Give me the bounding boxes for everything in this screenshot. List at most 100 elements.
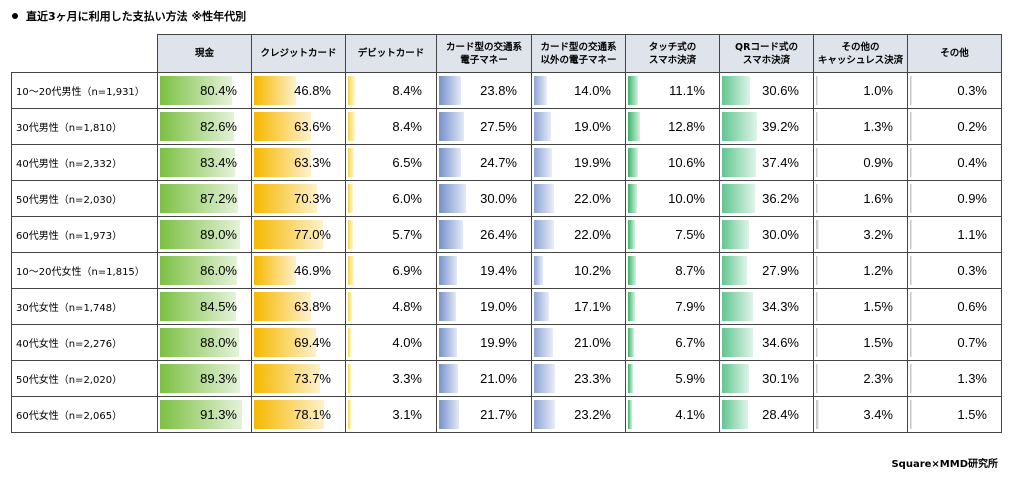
column-header-line1: デビットカード (357, 48, 425, 59)
data-label: 83.4% (200, 155, 237, 170)
data-cell: 3.2% (813, 216, 908, 253)
data-bar (348, 256, 354, 285)
data-cell: 39.2% (719, 108, 814, 145)
data-cell: 22.0% (531, 216, 626, 253)
data-cell: 4.0% (345, 324, 437, 361)
header-row: 現金 クレジットカード デビットカード カード型の交通系 電子マネー カード型の交通系 以外… (11, 34, 1002, 73)
column-header-line1: QRコード式の (735, 41, 798, 53)
data-bar (722, 328, 754, 357)
data-label: 10.2% (574, 263, 611, 278)
data-bar (816, 184, 818, 213)
data-bar (910, 400, 912, 429)
data-bar (722, 220, 749, 249)
data-cell: 1.1% (907, 216, 1002, 253)
data-label: 73.7% (294, 371, 331, 386)
data-bar (722, 112, 758, 141)
data-bar (348, 112, 356, 141)
data-cell: 3.1% (345, 396, 437, 433)
data-bar (628, 76, 638, 105)
data-label: 4.1% (675, 407, 705, 422)
data-bar (160, 220, 241, 249)
row-label: 30代男性（n=1,810） (11, 108, 158, 145)
column-header-line2: キャッシュレス決済 (817, 54, 904, 66)
data-bar (628, 328, 635, 357)
data-bar (534, 148, 552, 177)
data-bar (254, 220, 324, 249)
data-label: 88.0% (200, 335, 237, 350)
data-label: 34.3% (762, 299, 799, 314)
data-cell: 69.4% (251, 324, 346, 361)
data-label: 30.1% (762, 371, 799, 386)
data-bar (254, 112, 312, 141)
column-header-line1: カード型の交通系 (540, 41, 617, 53)
data-cell: 63.3% (251, 144, 346, 181)
data-cell: 34.6% (719, 324, 814, 361)
data-bar (628, 220, 635, 249)
column-header: カード型の交通系 電子マネー (436, 34, 532, 73)
data-label: 19.4% (480, 263, 517, 278)
data-cell: 6.0% (345, 180, 437, 217)
data-label: 0.6% (957, 299, 987, 314)
data-label: 63.6% (294, 119, 331, 134)
data-cell: 30.0% (436, 180, 532, 217)
data-label: 1.6% (863, 191, 893, 206)
data-bar (722, 76, 750, 105)
data-cell: 1.2% (813, 252, 908, 289)
data-bar (348, 364, 351, 393)
column-header-line2: スマホ決済 (742, 54, 791, 66)
data-cell: 3.3% (345, 360, 437, 397)
data-label: 5.9% (675, 371, 705, 386)
data-label: 46.8% (294, 83, 331, 98)
corner-cell (11, 34, 158, 73)
data-cell: 1.5% (813, 288, 908, 325)
data-bar (722, 184, 755, 213)
data-cell: 23.8% (436, 72, 532, 109)
data-bar (534, 112, 552, 141)
data-label: 89.3% (200, 371, 237, 386)
data-bar (534, 400, 555, 429)
data-cell: 4.8% (345, 288, 437, 325)
data-label: 86.0% (200, 263, 237, 278)
data-label: 4.0% (392, 335, 422, 350)
data-cell: 17.1% (531, 288, 626, 325)
data-table: 現金 クレジットカード デビットカード カード型の交通系 電子マネー カード型の交通系 以外… (11, 34, 1002, 433)
data-cell: 82.6% (157, 108, 252, 145)
data-bar (348, 328, 352, 357)
data-label: 27.5% (480, 119, 517, 134)
data-label: 19.0% (480, 299, 517, 314)
data-cell: 0.2% (907, 108, 1002, 145)
data-cell: 8.4% (345, 72, 437, 109)
data-bar (160, 184, 239, 213)
column-header: その他 (907, 34, 1002, 73)
data-cell: 14.0% (531, 72, 626, 109)
data-cell: 83.4% (157, 144, 252, 181)
data-cell: 0.7% (907, 324, 1002, 361)
data-label: 14.0% (574, 83, 611, 98)
data-label: 6.9% (392, 263, 422, 278)
data-label: 27.9% (762, 263, 799, 278)
data-cell: 0.6% (907, 288, 1002, 325)
data-cell: 19.9% (531, 144, 626, 181)
data-label: 10.6% (668, 155, 705, 170)
data-cell: 89.0% (157, 216, 252, 253)
data-label: 11.1% (669, 83, 705, 98)
data-cell: 34.3% (719, 288, 814, 325)
data-cell: 87.2% (157, 180, 252, 217)
data-bar (160, 400, 243, 429)
data-bar (254, 148, 311, 177)
data-bar (816, 148, 818, 177)
data-bar (254, 292, 312, 321)
data-label: 23.2% (574, 407, 611, 422)
data-bar (348, 184, 354, 213)
data-label: 19.9% (480, 335, 517, 350)
data-cell: 27.9% (719, 252, 814, 289)
data-cell: 1.5% (813, 324, 908, 361)
source-credit: Square×MMD研究所 (891, 459, 998, 470)
data-cell: 8.7% (625, 252, 720, 289)
data-bar (160, 112, 235, 141)
data-cell: 7.9% (625, 288, 720, 325)
data-cell: 19.9% (436, 324, 532, 361)
data-bar (160, 76, 233, 105)
data-cell: 8.4% (345, 108, 437, 145)
data-label: 0.2% (957, 119, 987, 134)
